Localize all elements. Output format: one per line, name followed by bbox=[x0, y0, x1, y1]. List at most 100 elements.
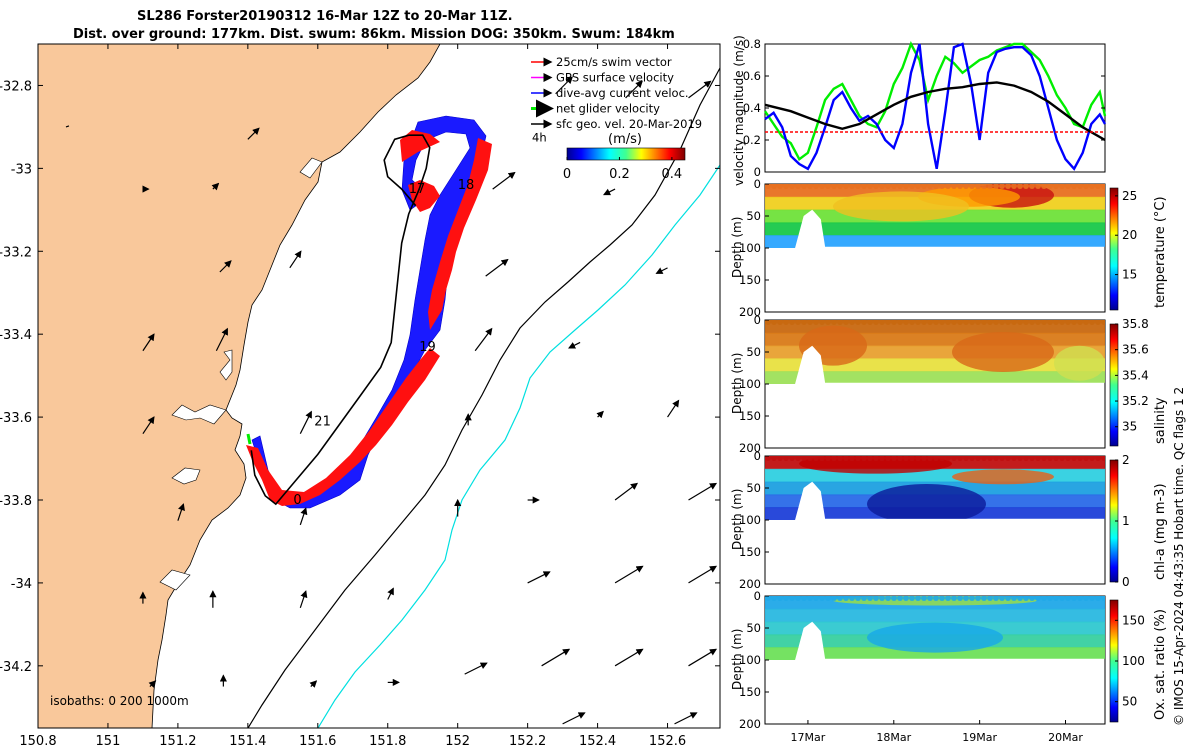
colorbar-tick-label: 15 bbox=[1122, 268, 1137, 282]
depth-tick-label: 0 bbox=[754, 449, 761, 463]
map-x-tick-label: 151.4 bbox=[229, 734, 266, 749]
salinity-section: 0 50 100 150 200 Depth (m) 35.8 35.6 35.4 35.2 35 s… bbox=[730, 313, 1168, 455]
geo-vector-arrow bbox=[614, 648, 644, 667]
geo-vector-arrow bbox=[299, 590, 308, 608]
depth-tick-label: 100 bbox=[739, 653, 761, 667]
colorbar-tick-label: 0 bbox=[1122, 575, 1130, 589]
map-x-ticks: 150.8 151 151.2 151.4 151.6 151.8 152 152.2 152.… bbox=[19, 44, 686, 749]
isobaths-label: isobaths: 0 200 1000m bbox=[50, 694, 189, 708]
estuary bbox=[299, 157, 323, 179]
swim-vector-band-north bbox=[400, 130, 440, 162]
depth-axis-label: Depth (m) bbox=[730, 489, 744, 550]
day-label: 0 bbox=[293, 493, 301, 508]
net-velocity-mark bbox=[246, 433, 252, 445]
velocity-series-line bbox=[764, 41, 1107, 161]
geo-vector-arrow bbox=[177, 503, 185, 521]
land-mass bbox=[38, 44, 441, 728]
colorbar-tick-label: 0.4 bbox=[662, 167, 683, 182]
geo-vector-arrow bbox=[667, 399, 680, 418]
map-y-tick-label: -33.6 bbox=[0, 411, 32, 426]
colorbar-label: (m/s) bbox=[608, 132, 642, 147]
map-x-tick-label: 150.8 bbox=[19, 734, 56, 749]
map-x-tick-label: 152.4 bbox=[579, 734, 616, 749]
colorbar-label: chl-a (mg m-3) bbox=[1153, 483, 1168, 580]
map-y-tick-label: -33.2 bbox=[0, 245, 32, 260]
chla-section: 0 50 100 150 200 Depth (m) 2 1 0 chl-a (mg m-3) bbox=[730, 449, 1168, 591]
credit-text: © IMOS 15-Apr-2024 04:43:35 Hobart time.… bbox=[1172, 386, 1186, 726]
depth-tick-label: 200 bbox=[739, 577, 761, 591]
map-x-tick-label: 151 bbox=[96, 734, 121, 749]
time-tick-label: 19Mar bbox=[962, 731, 997, 744]
map-x-tick-label: 151.2 bbox=[159, 734, 196, 749]
estuary bbox=[171, 467, 201, 485]
geo-vector-arrow bbox=[655, 267, 668, 274]
velocity-y-tick-label: 0.8 bbox=[743, 37, 761, 51]
velocity-y-tick-label: 0.2 bbox=[743, 133, 761, 147]
velocity-y-tick-label: 0 bbox=[754, 165, 761, 179]
legend-label: net glider velocity bbox=[556, 102, 660, 116]
map-y-ticks: -32.8 -33 -33.2 -33.4 -33.6 -33.8 -34 -34.2 bbox=[0, 79, 720, 675]
depth-tick-label: 0 bbox=[754, 177, 761, 191]
colorbar-tick-label: 0.2 bbox=[609, 167, 630, 182]
velocity-y-tick-label: 0.4 bbox=[743, 101, 761, 115]
geo-vector-arrow bbox=[562, 712, 586, 725]
time-tick-label: 18Mar bbox=[876, 731, 911, 744]
geo-vector-arrow bbox=[474, 327, 493, 352]
geo-vector-arrow bbox=[485, 258, 509, 277]
depth-tick-label: 0 bbox=[754, 589, 761, 603]
colorbar-tick-label: 150 bbox=[1122, 613, 1145, 627]
map-x-tick-label: 152.2 bbox=[509, 734, 546, 749]
colorbar-tick-label: 35 bbox=[1122, 420, 1137, 434]
glider-track bbox=[250, 134, 431, 506]
map-x-tick-label: 152.6 bbox=[649, 734, 686, 749]
geo-vector-arrow bbox=[568, 341, 581, 349]
geo-vector-arrow bbox=[555, 76, 573, 95]
map-y-tick-label: -33 bbox=[11, 162, 32, 177]
depth-tick-label: 150 bbox=[739, 545, 761, 559]
map-y-tick-label: -34.2 bbox=[0, 660, 32, 675]
colorbar-tick-label: 50 bbox=[1122, 695, 1137, 709]
depth-tick-label: 0 bbox=[754, 313, 761, 327]
depth-tick-label: 100 bbox=[739, 377, 761, 391]
depth-tick-label: 150 bbox=[739, 409, 761, 423]
geo-vector-arrow bbox=[309, 680, 318, 688]
velocity-ylabel: velocity magnitude (m/s) bbox=[732, 35, 746, 186]
colorbar-label: Ox. sat. ratio (%) bbox=[1153, 609, 1168, 720]
geo-vector-arrow bbox=[387, 587, 394, 600]
geo-vector-arrow bbox=[688, 482, 718, 501]
geo-vector-arrow bbox=[464, 662, 488, 675]
geo-vector-arrow bbox=[148, 680, 157, 688]
geo-vector-arrow bbox=[541, 648, 571, 667]
geo-vector-arrow bbox=[688, 648, 718, 667]
depth-tick-label: 200 bbox=[739, 305, 761, 319]
map-x-tick-label: 152 bbox=[445, 734, 470, 749]
day-labels: 17 18 19 21 0 bbox=[293, 178, 474, 508]
depth-tick-label: 50 bbox=[746, 345, 761, 359]
geo-vector-arrow bbox=[211, 182, 220, 191]
depth-tick-label: 50 bbox=[746, 621, 761, 635]
isobath-200m bbox=[247, 67, 720, 728]
depth-tick-label: 100 bbox=[739, 513, 761, 527]
section-colorbar bbox=[1109, 187, 1119, 311]
map-legend: 25cm/s swim vector GPS surface velocitydi… bbox=[531, 55, 702, 182]
legend-label: sfc geo. vel. 20-Mar-2019 bbox=[556, 117, 702, 131]
figure-title-line2: Dist. over ground: 177km. Dist. swum: 86… bbox=[73, 27, 675, 42]
swim-vector-band-loop bbox=[408, 180, 440, 212]
geo-vector-arrow bbox=[688, 80, 712, 99]
geo-vector-arrow bbox=[625, 80, 643, 99]
velocity-series-line bbox=[764, 81, 1106, 142]
colorbar-tick-label: 0 bbox=[563, 167, 571, 182]
colorbar-tick-label: 35.6 bbox=[1122, 343, 1149, 357]
speed-colorbar bbox=[566, 147, 686, 161]
velocity-y-tick-label: 0.6 bbox=[743, 69, 761, 83]
colorbar-ticks: 0 0.2 0.4 bbox=[563, 157, 682, 182]
colorbar-label: temperature (°C) bbox=[1153, 196, 1168, 308]
geo-vector-arrow bbox=[142, 333, 155, 352]
time-tick-label: 20Mar bbox=[1048, 731, 1083, 744]
depth-axis-label: Depth (m) bbox=[730, 217, 744, 278]
geo-vector-arrow bbox=[603, 188, 616, 196]
map-y-tick-label: -33.4 bbox=[0, 328, 32, 343]
geo-vector-arrow bbox=[219, 260, 232, 273]
geo-vector-arrow bbox=[247, 127, 260, 140]
